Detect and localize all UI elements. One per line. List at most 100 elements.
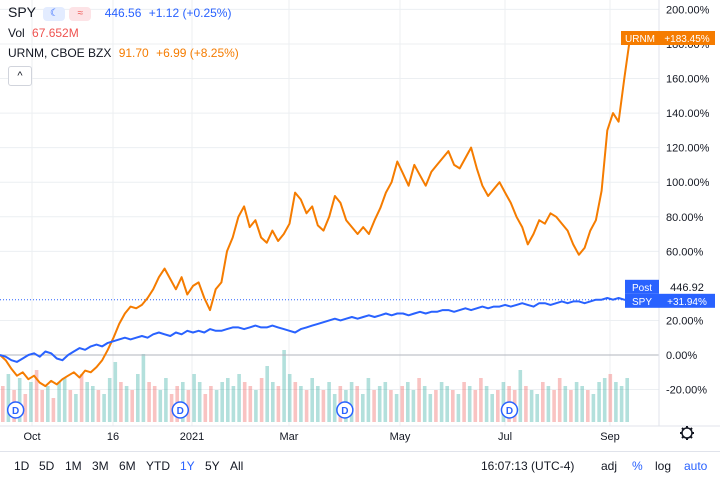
y-tick-label: 200.00% <box>666 4 710 16</box>
timeframe-1y[interactable]: 1Y <box>180 459 195 473</box>
volume-bar <box>327 382 331 422</box>
volume-bar <box>79 374 84 422</box>
volume-bar <box>113 362 118 422</box>
legend-symbol[interactable]: SPY <box>8 4 37 20</box>
volume-bar <box>158 390 163 422</box>
timeframe-3m[interactable]: 3M <box>92 459 109 473</box>
volume-bar <box>451 390 455 422</box>
dividend-marker-circle <box>6 401 25 419</box>
dividend-marker[interactable]: D <box>171 401 190 419</box>
volume-bar <box>231 386 236 422</box>
x-tick-label: 16 <box>107 431 119 443</box>
volume-bar <box>237 374 241 422</box>
log-toggle[interactable]: log <box>655 459 672 473</box>
volume-bar <box>248 386 253 422</box>
price-axis-labels: URNM +183.45% Post 446.92 SPY +31.94% <box>621 30 715 308</box>
volume-bar <box>355 386 359 422</box>
y-tick-label: 80.00% <box>666 212 704 224</box>
legend-vol-value: 67.652M <box>32 26 79 40</box>
volume-bar <box>197 382 202 422</box>
volume-bar <box>304 390 309 422</box>
volume-bar <box>574 382 579 422</box>
volume-bar <box>361 394 365 422</box>
volume-bar <box>535 394 539 422</box>
volume-bar <box>226 378 230 422</box>
legend-compare-symbol[interactable]: URNM, CBOE BZX <box>8 46 112 60</box>
dividend-marker[interactable]: D <box>6 401 25 419</box>
volume-bar <box>124 386 129 422</box>
volume-bar <box>310 378 314 422</box>
spy-value-tag <box>659 293 715 308</box>
legend-compare-change: +6.99 (+8.25%) <box>156 46 239 60</box>
dividend-marker-circle <box>500 401 519 419</box>
x-tick-label: Sep <box>600 431 620 443</box>
legend-main-row: SPY ☾ ≈ 446.56 +1.12 (+0.25%) <box>8 4 235 21</box>
volume-bar <box>242 382 247 422</box>
volume-bar <box>220 382 224 422</box>
percent-toggle[interactable]: % <box>632 459 643 473</box>
legend-collapse-button[interactable]: ^ <box>8 66 32 86</box>
legend-vol-label: Vol <box>8 26 25 40</box>
volume-bar <box>439 382 444 422</box>
volume-bar <box>389 390 393 422</box>
chevron-up-icon: ^ <box>17 70 23 82</box>
legend-compare-price: 91.70 <box>118 46 149 60</box>
auto-toggle[interactable]: auto <box>684 459 708 473</box>
volume-bar <box>569 390 573 422</box>
timeframe-5d[interactable]: 5D <box>39 459 55 473</box>
price-axis[interactable]: 200.00%180.00%160.00%140.00%120.00%100.0… <box>666 4 710 396</box>
spy-name-tag <box>625 293 659 308</box>
volume-bar <box>383 382 388 422</box>
timeframe-all[interactable]: All <box>230 459 244 473</box>
volume-bar <box>152 386 157 422</box>
y-tick-label: 0.00% <box>666 350 697 362</box>
volume-bar <box>29 382 33 422</box>
volume-bar <box>625 378 629 422</box>
volume-bar <box>85 382 89 422</box>
legend-compare-row: URNM, CBOE BZX 91.70 +6.99 (+8.25%) <box>8 46 243 60</box>
bottom-toolbar: 1D 5D 1M 3M 6M YTD 1Y 5Y All 16:07:13 (U… <box>0 451 720 480</box>
volume-bar <box>96 390 101 422</box>
volume-bar <box>484 386 489 422</box>
volume-bar <box>614 382 618 422</box>
timeframe-ytd[interactable]: YTD <box>146 459 170 473</box>
dividend-marker-circle <box>171 401 190 419</box>
volume-bar <box>91 386 95 422</box>
volume-bar <box>254 390 258 422</box>
spy-post-tag <box>625 279 659 294</box>
volume-bar <box>40 390 44 422</box>
y-tick-label: 20.00% <box>666 315 704 327</box>
dividend-marker[interactable]: D <box>500 401 519 419</box>
moon-icon[interactable]: ☾ <box>43 6 66 21</box>
volume-bar <box>377 386 382 422</box>
volume-bar <box>557 378 562 422</box>
legend-change: +1.12 (+0.25%) <box>148 6 232 20</box>
volume-bar <box>462 382 466 422</box>
clock-time[interactable]: 16:07:13 (UTC-4) <box>481 459 575 473</box>
adj-toggle[interactable]: adj <box>601 459 618 473</box>
series-line-urnm <box>0 37 631 388</box>
volume-bar <box>259 378 264 422</box>
volume-bar <box>192 374 196 422</box>
dividend-marker[interactable]: D <box>336 401 354 419</box>
volume-bar <box>467 386 472 422</box>
volume-bar <box>293 382 298 422</box>
approx-icon[interactable]: ≈ <box>69 6 92 21</box>
volume-bar <box>136 374 140 422</box>
price-chart[interactable]: D D D D 200.00%180.00%160.00%140.00%120.00%… <box>0 0 720 451</box>
x-tick-label: Mar <box>280 431 299 443</box>
time-axis[interactable]: Oct 16 2021 Mar May Jul Sep <box>23 431 619 443</box>
volume-bar <box>394 394 399 422</box>
timeframe-5y[interactable]: 5Y <box>205 459 220 473</box>
volume-bar <box>580 386 584 422</box>
volume-bar <box>119 382 123 422</box>
timeframe-1d[interactable]: 1D <box>14 459 30 473</box>
volume-bar <box>68 390 73 422</box>
volume-bar <box>130 390 134 422</box>
x-tick-label: Jul <box>498 431 512 443</box>
chart-settings-icon[interactable] <box>680 426 694 440</box>
timeframe-1m[interactable]: 1M <box>65 459 82 473</box>
volume-bars <box>1 350 629 422</box>
series-lines <box>0 37 631 388</box>
timeframe-6m[interactable]: 6M <box>119 459 136 473</box>
